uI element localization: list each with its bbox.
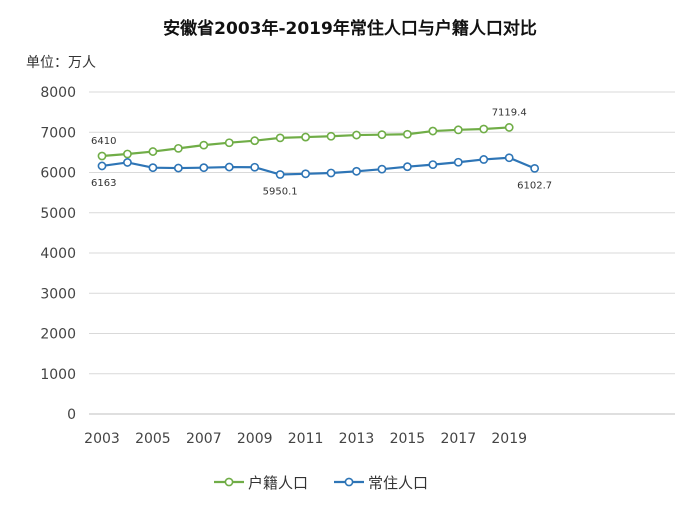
x-tick-label: 2017 [440,431,476,447]
unit-label: 单位：万人 [26,55,96,71]
data-point [326,168,336,178]
legend-label: 户籍人口 [248,474,308,492]
data-point [402,129,412,139]
data-point [352,166,361,176]
data-point [504,123,514,132]
data-point [148,147,158,156]
series-line [101,156,536,176]
data-point [250,162,260,172]
data-point [275,170,285,179]
y-tick-label: 1000 [40,367,76,383]
data-label: 6102.7 [517,180,552,191]
y-tick-label: 5000 [40,206,76,222]
data-point [301,132,310,142]
legend-label: 常住人口 [368,474,428,492]
x-tick-label: 2003 [84,431,120,447]
data-point [479,124,489,134]
data-point [250,136,260,146]
data-point [199,140,209,150]
data-label: 7119.4 [492,107,527,118]
x-tick-label: 2007 [186,431,222,447]
data-point [453,125,463,135]
data-point [173,143,183,153]
data-point [97,151,107,161]
legend-marker [224,477,234,487]
data-point [377,130,387,140]
data-label: 5950.1 [263,187,298,198]
data-point [479,155,489,164]
x-tick-label: 2009 [237,431,273,447]
y-tick-label: 3000 [40,286,76,302]
data-point [377,164,387,174]
data-point [275,133,285,143]
data-point [428,160,438,170]
data-point [352,130,361,140]
data-point [97,161,107,171]
data-point [453,157,463,167]
data-point [224,162,234,172]
data-point [504,153,514,163]
y-tick-label: 0 [67,407,76,423]
data-point [148,163,158,173]
y-tick-label: 4000 [40,246,76,262]
y-tick-label: 6000 [40,166,76,182]
x-tick-label: 2011 [288,431,324,447]
data-point [326,131,336,141]
y-tick-label: 2000 [40,327,76,343]
y-tick-label: 8000 [40,85,76,101]
data-point [402,162,412,172]
data-label: 6163 [91,178,116,189]
chart-title: 安徽省2003年-2019年常住人口与户籍人口对比 [163,19,537,39]
series-line [101,126,510,158]
data-point [224,138,234,148]
data-label: 6410 [91,136,116,147]
data-point [173,163,183,173]
x-tick-label: 2005 [135,431,171,447]
x-tick-label: 2013 [339,431,375,447]
data-point [123,149,132,159]
data-point [199,163,209,173]
x-tick-label: 2019 [491,431,527,447]
data-point [301,169,310,179]
legend-marker [344,477,354,487]
data-point [530,163,540,173]
data-point [123,158,132,167]
data-point [428,126,438,136]
x-tick-label: 2015 [390,431,426,447]
y-tick-label: 7000 [40,125,76,141]
